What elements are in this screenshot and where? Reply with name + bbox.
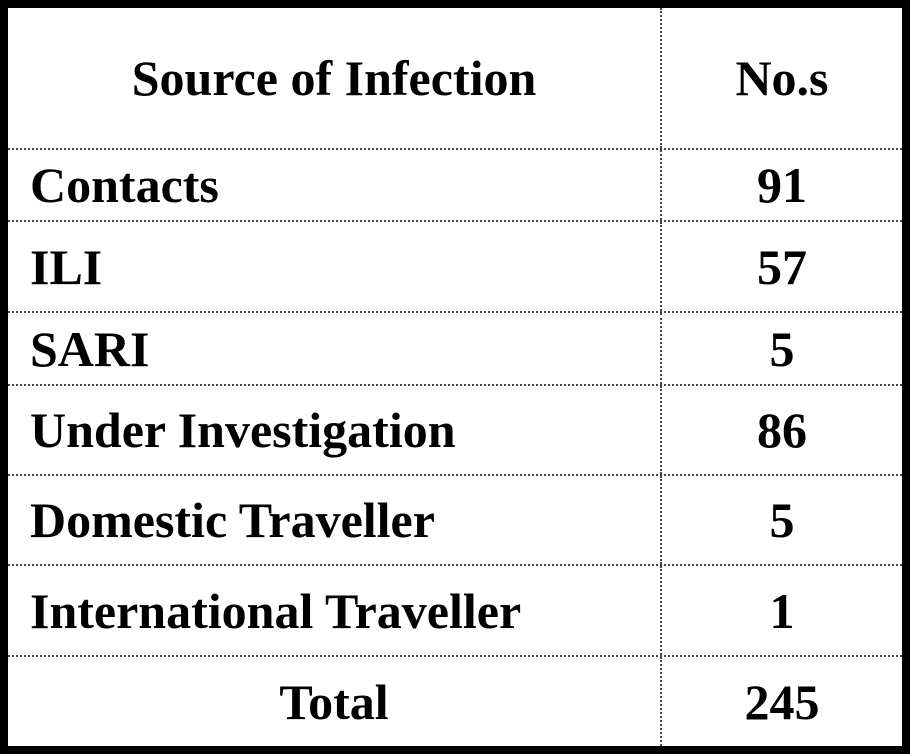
- label-cell: Source of Infection: [131, 50, 537, 106]
- label-cell: Contacts: [30, 157, 219, 213]
- label-cell: International Traveller: [30, 582, 522, 639]
- count-cell: 86: [660, 386, 902, 474]
- data-row: Domestic Traveller 5: [8, 476, 902, 566]
- count-cell: 245: [660, 657, 902, 746]
- label-cell: Under Investigation: [30, 402, 456, 458]
- label-cell: Total: [279, 673, 389, 730]
- data-row: Contacts 91: [8, 150, 902, 222]
- count-cell: 91: [660, 150, 902, 220]
- data-row: Under Investigation 86: [8, 386, 902, 476]
- label-cell: SARI: [30, 320, 150, 377]
- count-cell: No.s: [660, 8, 902, 148]
- header-row: Source of Infection No.s: [8, 8, 902, 150]
- label-cell: Domestic Traveller: [30, 492, 435, 548]
- count-cell: 1: [660, 566, 902, 655]
- count-cell: 5: [660, 476, 902, 564]
- data-row: SARI 5: [8, 313, 902, 386]
- total-row: Total 245: [8, 657, 902, 746]
- count-cell: 5: [660, 313, 902, 384]
- data-row: International Traveller 1: [8, 566, 902, 657]
- count-cell: 57: [660, 222, 902, 311]
- label-cell: ILI: [30, 238, 103, 295]
- data-row: ILI 57: [8, 222, 902, 313]
